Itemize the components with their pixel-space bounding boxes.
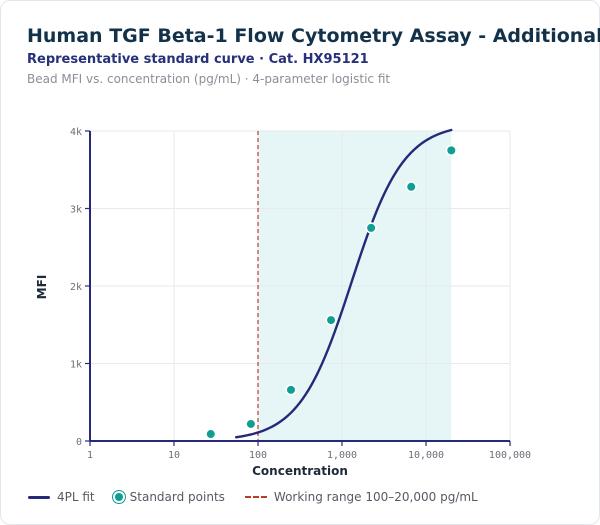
standard-point	[405, 181, 417, 193]
x-tick-labels: 1 10 100 1,000 10,000 100,000	[87, 450, 531, 461]
y-tick-label: 2k	[70, 282, 82, 293]
chart-legend: 4PL fit Standard points Working range 10…	[28, 488, 478, 506]
y-tick-label: 3k	[70, 205, 82, 216]
standard-point	[205, 428, 217, 440]
legend-item-working-range: Working range 100–20,000 pg/mL	[244, 490, 478, 504]
chart-subtitle: Representative standard curve · Cat. HX9…	[27, 52, 369, 67]
legend-swatch-line	[28, 495, 50, 499]
x-tick-label: 100,000	[489, 450, 531, 461]
legend-label-fit: 4PL fit	[57, 490, 95, 504]
legend-label-working-range: Working range 100–20,000 pg/mL	[273, 490, 478, 504]
y-tick-label: 0	[76, 437, 82, 448]
data-series	[205, 128, 457, 440]
standard-point	[445, 144, 457, 156]
standard-point	[245, 418, 257, 430]
y-tick-label: 4k	[70, 127, 82, 138]
y-axis-title: MFI	[35, 275, 49, 300]
legend-item-fit: 4PL fit	[28, 490, 95, 504]
chart-title: Human TGF Beta-1 Flow Cytometry Assay - …	[27, 25, 600, 47]
legend-item-points: Standard points	[114, 490, 225, 504]
legend-swatch-dashed	[244, 496, 267, 498]
y-tick-label: 1k	[70, 360, 82, 371]
standard-point	[285, 384, 297, 396]
chart-caption: Bead MFI vs. concentration (pg/mL) · 4-p…	[27, 72, 391, 86]
x-tick-label: 1,000	[327, 450, 357, 461]
standard-point	[365, 222, 377, 234]
x-tick-label: 10	[168, 450, 180, 461]
standard-point	[325, 314, 337, 326]
legend-label-points: Standard points	[129, 490, 225, 504]
x-tick-label: 100	[249, 450, 267, 461]
x-tick-label: 10,000	[408, 450, 444, 461]
y-tick-labels: 0 1k 2k 3k 4k	[70, 127, 82, 448]
legend-swatch-dot	[114, 493, 123, 501]
axes	[85, 130, 511, 446]
x-tick-label: 1	[87, 450, 93, 461]
fit-curve-line	[234, 128, 453, 439]
x-axis-title: Concentration	[252, 464, 348, 478]
